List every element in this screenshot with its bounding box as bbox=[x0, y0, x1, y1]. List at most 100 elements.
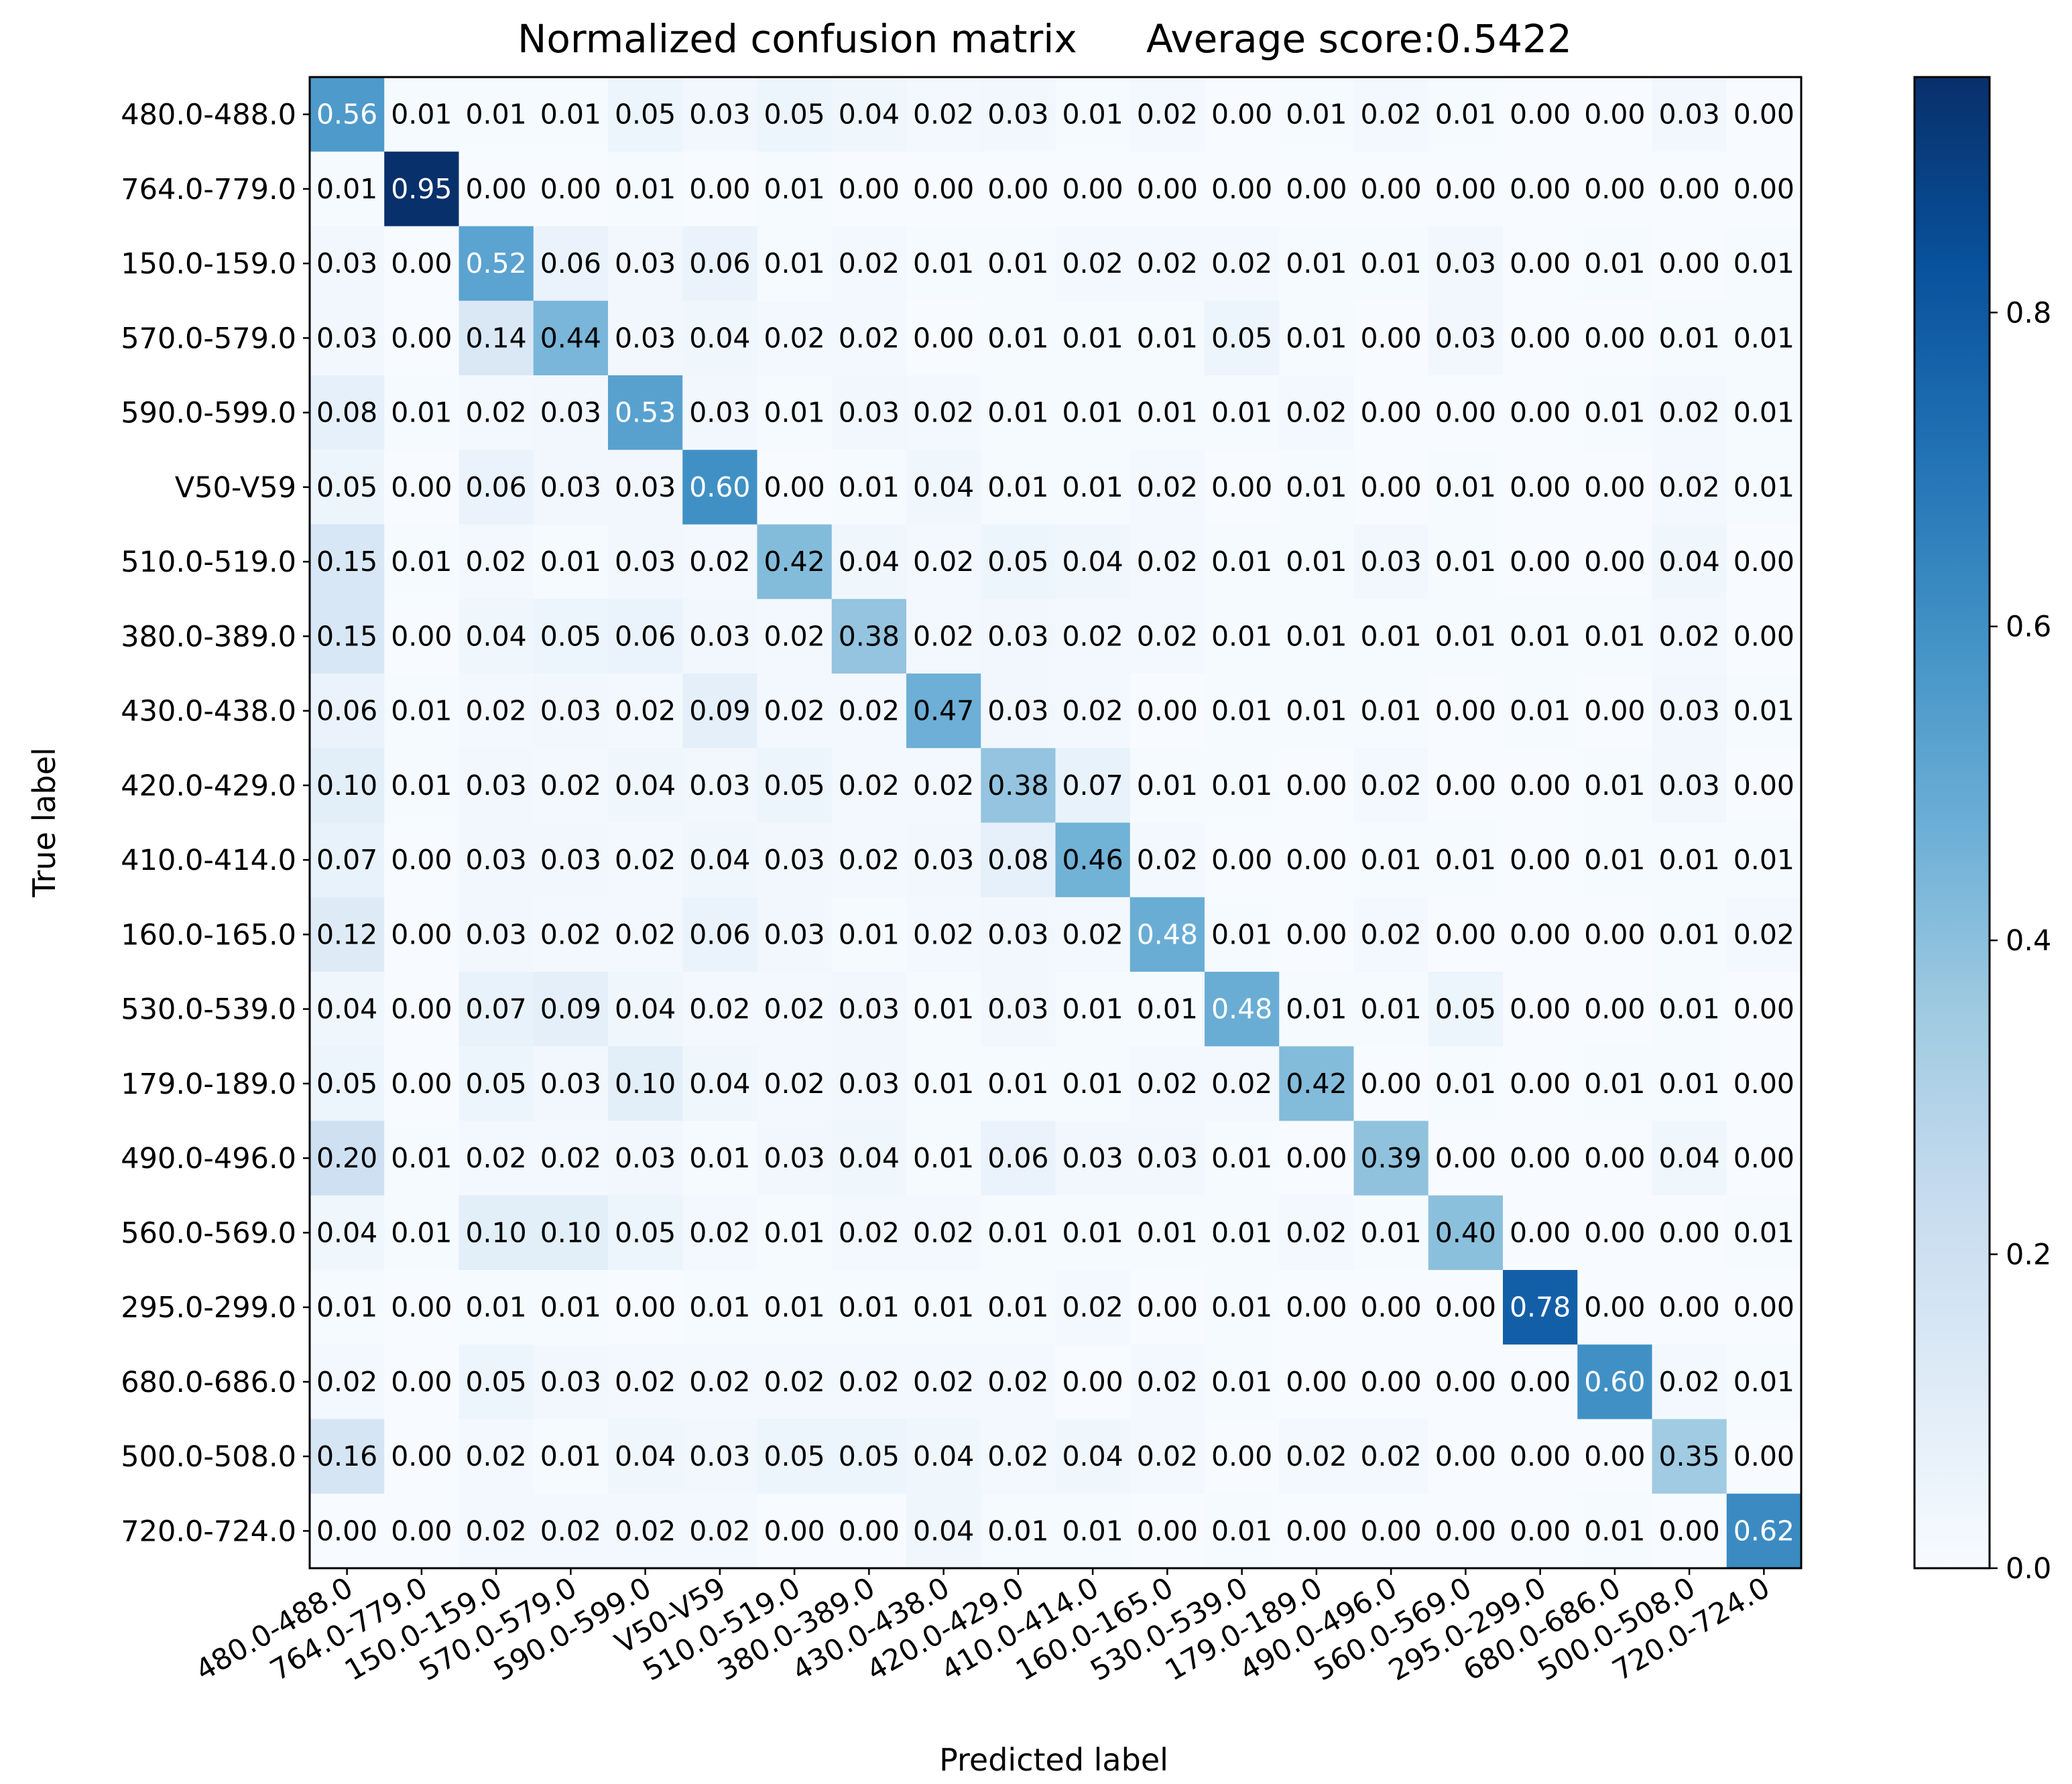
heatmap-cell bbox=[1503, 1046, 1578, 1122]
cell-value-label: 0.00 bbox=[1584, 322, 1645, 354]
cell-value-label: 0.02 bbox=[913, 1366, 974, 1398]
colorbar-tick-label: 0.0 bbox=[2006, 1552, 2051, 1586]
heatmap-cell bbox=[459, 1046, 534, 1122]
heatmap-cell bbox=[981, 450, 1056, 525]
cell-value-label: 0.04 bbox=[615, 993, 676, 1025]
cell-value-label: 0.02 bbox=[1658, 471, 1719, 503]
heatmap-cell bbox=[1279, 77, 1355, 152]
cell-value-label: 0.02 bbox=[913, 769, 974, 802]
heatmap-cell bbox=[533, 1419, 609, 1494]
cell-value-label: 0.00 bbox=[391, 844, 452, 876]
cell-value-label: 0.01 bbox=[1211, 1291, 1272, 1324]
heatmap-cell bbox=[459, 1344, 534, 1420]
cell-value-label: 0.00 bbox=[1733, 546, 1794, 578]
cell-value-label: 0.00 bbox=[1584, 471, 1645, 503]
heatmap-cell bbox=[1726, 1419, 1802, 1494]
cell-value-label: 0.42 bbox=[1286, 1068, 1347, 1100]
heatmap-cell bbox=[1726, 1493, 1802, 1569]
heatmap-cell bbox=[906, 598, 981, 674]
y-tick-label: 530.0-539.0 bbox=[121, 993, 296, 1027]
heatmap-cell bbox=[1353, 151, 1429, 227]
heatmap-cell bbox=[533, 897, 609, 972]
heatmap-cell bbox=[906, 77, 981, 152]
heatmap-cell bbox=[906, 748, 981, 824]
cell-value-label: 0.02 bbox=[615, 695, 676, 727]
cell-value-label: 0.01 bbox=[1137, 769, 1198, 802]
heatmap-cell bbox=[831, 1046, 907, 1122]
x-axis-label: Predicted label bbox=[939, 1742, 1168, 1778]
cell-value-label: 0.03 bbox=[764, 844, 825, 876]
heatmap-cell bbox=[906, 1195, 981, 1271]
cell-value-label: 0.02 bbox=[1062, 918, 1123, 950]
heatmap-cell bbox=[682, 897, 758, 972]
heatmap-cell bbox=[1279, 1493, 1355, 1569]
cell-value-label: 0.02 bbox=[689, 1366, 750, 1398]
cell-value-label: 0.00 bbox=[764, 471, 825, 503]
cell-value-label: 0.00 bbox=[1435, 1515, 1496, 1547]
heatmap-cell bbox=[1130, 897, 1205, 972]
heatmap-cell bbox=[1205, 674, 1280, 749]
cell-value-label: 0.00 bbox=[1360, 1068, 1421, 1100]
heatmap-cell bbox=[906, 822, 981, 898]
heatmap-cell bbox=[533, 524, 609, 600]
heatmap-cell bbox=[906, 1493, 981, 1569]
cell-value-label: 0.02 bbox=[689, 1515, 750, 1547]
cell-value-label: 0.10 bbox=[615, 1068, 676, 1100]
heatmap-cell bbox=[757, 1195, 833, 1271]
heatmap-cell bbox=[1726, 674, 1802, 749]
cell-value-label: 0.01 bbox=[1286, 99, 1347, 131]
cell-value-label: 0.35 bbox=[1658, 1440, 1719, 1472]
cell-value-label: 0.02 bbox=[913, 99, 974, 131]
cell-value-label: 0.03 bbox=[764, 1142, 825, 1174]
cell-value-label: 0.05 bbox=[615, 1216, 676, 1249]
heatmap-cell bbox=[1279, 151, 1355, 227]
cell-value-label: 0.00 bbox=[1510, 769, 1571, 802]
cell-value-label: 0.00 bbox=[1211, 173, 1272, 205]
cell-value-label: 0.01 bbox=[1211, 620, 1272, 652]
cell-value-label: 0.00 bbox=[1658, 1291, 1719, 1324]
cell-value-label: 0.00 bbox=[316, 1515, 377, 1547]
heatmap-cell bbox=[310, 1270, 385, 1345]
cell-value-label: 0.03 bbox=[1658, 769, 1719, 802]
cell-value-label: 0.03 bbox=[913, 844, 974, 876]
cell-value-label: 0.02 bbox=[1360, 1440, 1421, 1472]
cell-value-label: 0.00 bbox=[1584, 993, 1645, 1025]
cell-value-label: 0.14 bbox=[465, 322, 526, 354]
cell-value-label: 0.01 bbox=[689, 1142, 750, 1174]
heatmap-cell bbox=[1279, 822, 1355, 898]
heatmap-cell bbox=[831, 1419, 907, 1494]
heatmap-cell bbox=[1205, 1195, 1280, 1271]
cell-value-label: 0.02 bbox=[1286, 1216, 1347, 1249]
heatmap-cell bbox=[981, 674, 1056, 749]
cell-value-label: 0.00 bbox=[1733, 99, 1794, 131]
y-axis-ticks: 480.0-488.0 764.0-779.0 150.0-159.0 570.0-5… bbox=[121, 99, 310, 1548]
heatmap-cell bbox=[384, 375, 460, 450]
heatmap-cell bbox=[310, 598, 385, 674]
heatmap-cell bbox=[906, 972, 981, 1047]
heatmap-cell bbox=[608, 226, 683, 302]
heatmap-cell bbox=[1205, 226, 1280, 302]
cell-value-label: 0.01 bbox=[1286, 695, 1347, 727]
heatmap-cell bbox=[1726, 822, 1802, 898]
cell-value-label: 0.02 bbox=[839, 695, 900, 727]
heatmap-cell bbox=[757, 822, 833, 898]
cell-value-label: 0.03 bbox=[615, 1142, 676, 1174]
cell-value-label: 0.02 bbox=[764, 322, 825, 354]
cell-value-label: 0.01 bbox=[839, 1291, 900, 1324]
heatmap-cell bbox=[1428, 1195, 1504, 1271]
cell-value-label: 0.01 bbox=[987, 471, 1048, 503]
cell-value-label: 0.01 bbox=[1733, 695, 1794, 727]
heatmap-cell bbox=[981, 524, 1056, 600]
heatmap-cell bbox=[1652, 972, 1727, 1047]
heatmap-cell bbox=[1428, 226, 1504, 302]
heatmap-cell bbox=[1503, 1493, 1578, 1569]
heatmap-cell bbox=[757, 598, 833, 674]
y-tick-label: 160.0-165.0 bbox=[121, 918, 296, 952]
cell-value-label: 0.02 bbox=[764, 620, 825, 652]
heatmap-cell bbox=[1726, 972, 1802, 1047]
heatmap-cell bbox=[1055, 972, 1131, 1047]
heatmap-cell bbox=[682, 1046, 758, 1122]
cell-value-label: 0.01 bbox=[615, 173, 676, 205]
heatmap-cell bbox=[757, 77, 833, 152]
cell-value-label: 0.02 bbox=[1137, 1440, 1198, 1472]
